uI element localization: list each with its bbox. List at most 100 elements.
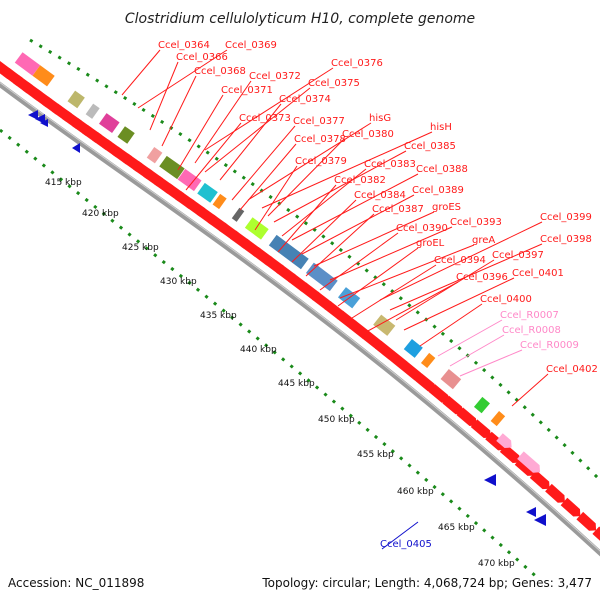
reverse-cds-arrow[interactable] (484, 474, 496, 486)
cog-block[interactable] (212, 193, 227, 210)
callout-line (177, 94, 224, 171)
cds-arrow[interactable] (324, 301, 345, 320)
gene-label[interactable]: Ccel_0379 (295, 156, 347, 167)
cds-arrow[interactable] (401, 361, 422, 381)
gene-label[interactable]: Ccel_0374 (279, 94, 331, 105)
cds-arrow[interactable] (388, 351, 409, 370)
cds-arrow[interactable] (414, 372, 436, 392)
cog-block[interactable] (117, 126, 135, 144)
gene-label[interactable]: Ccel_0383 (364, 159, 416, 170)
cog-block[interactable] (67, 90, 85, 109)
rna-feature[interactable] (517, 451, 541, 473)
cog-block[interactable] (99, 113, 120, 134)
gene-label[interactable]: Ccel_0385 (404, 141, 456, 152)
gene-label[interactable]: Ccel_0388 (416, 164, 468, 175)
cds-arrow[interactable] (592, 526, 600, 545)
cds-arrow[interactable] (576, 511, 597, 531)
gene-label[interactable]: Ccel_0394 (434, 255, 486, 266)
gene-label[interactable]: Ccel_0393 (450, 217, 502, 228)
gene-label[interactable]: Ccel_0401 (512, 268, 564, 279)
callout-line (339, 244, 475, 299)
gene-label[interactable]: Ccel_0399 (540, 212, 592, 223)
cog-block[interactable] (244, 217, 269, 240)
gene-label[interactable]: Ccel_R0009 (520, 340, 579, 351)
callout-line (381, 521, 419, 550)
cds-arrow[interactable] (456, 407, 477, 426)
scale-label: 455 kbp (357, 450, 394, 460)
gene-label[interactable]: Ccel_0371 (221, 85, 273, 96)
gene-label[interactable]: Ccel_0380 (342, 129, 394, 140)
gene-label[interactable]: greA (472, 235, 495, 246)
rna-feature[interactable] (496, 433, 512, 449)
gene-label[interactable]: Ccel_0397 (492, 250, 544, 261)
callout-line (329, 226, 453, 281)
reverse-cds-arrow[interactable] (534, 514, 546, 526)
cds-arrow[interactable] (375, 340, 396, 360)
gene-label[interactable]: hisG (369, 113, 391, 124)
gene-label[interactable]: groES (432, 202, 461, 213)
gene-label[interactable]: Ccel_0369 (225, 40, 277, 51)
gene-label[interactable]: Ccel_0366 (176, 52, 228, 63)
cds-arrow[interactable] (362, 330, 383, 349)
cog-block[interactable] (159, 155, 185, 180)
gene-label[interactable]: Ccel_0405 (380, 539, 432, 550)
cog-block[interactable] (490, 411, 506, 427)
cds-arrow[interactable] (560, 497, 581, 517)
callout-line (185, 122, 242, 191)
gene-label[interactable]: Ccel_0364 (158, 40, 210, 51)
gene-label[interactable]: Ccel_0387 (372, 204, 424, 215)
cds-arrow[interactable] (514, 457, 535, 476)
cds-arrow[interactable] (349, 320, 370, 339)
gene-label[interactable]: Ccel_0398 (540, 234, 592, 245)
gene-label[interactable]: Ccel_0377 (293, 116, 345, 127)
cds-arrow[interactable] (485, 431, 506, 451)
scale-label: 415 kbp (45, 178, 82, 188)
gene-label[interactable]: Ccel_0373 (239, 113, 291, 124)
cds-arrow[interactable] (529, 470, 550, 490)
callout-line (351, 264, 437, 319)
gene-label[interactable]: Ccel_0378 (294, 134, 346, 145)
cog-block[interactable] (14, 52, 41, 76)
cog-block[interactable] (440, 369, 462, 390)
gene-label[interactable]: Ccel_0372 (249, 71, 301, 82)
cog-block[interactable] (305, 262, 338, 292)
cog-block[interactable] (85, 103, 100, 119)
reverse-cds-arrow[interactable] (35, 114, 45, 124)
gene-label[interactable]: Ccel_0389 (412, 185, 464, 196)
reverse-cds-arrow[interactable] (526, 507, 536, 517)
gene-label[interactable]: Ccel_0368 (194, 66, 246, 77)
gene-label[interactable]: groEL (416, 238, 445, 249)
gene-label[interactable]: hisH (430, 122, 452, 133)
cds-arrow[interactable] (428, 384, 449, 403)
gene-label[interactable]: Ccel_0384 (354, 190, 406, 201)
gene-label[interactable]: Ccel_0402 (546, 364, 598, 375)
gene-label[interactable]: Ccel_0400 (480, 294, 532, 305)
gene-label[interactable]: Ccel_0396 (456, 272, 508, 283)
cog-block[interactable] (32, 65, 55, 87)
gene-label[interactable]: Ccel_0382 (334, 175, 386, 186)
cog-block[interactable] (177, 168, 202, 192)
gene-label[interactable]: Ccel_0375 (308, 78, 360, 89)
cds-arrow[interactable] (499, 444, 520, 463)
cds-arrow[interactable] (442, 395, 463, 415)
gene-label[interactable]: Ccel_0390 (396, 223, 448, 234)
gene-label[interactable]: Ccel_R0007 (500, 310, 559, 321)
cds-arrow[interactable] (470, 419, 491, 439)
cog-block[interactable] (403, 339, 423, 358)
cds-arrow[interactable] (545, 483, 565, 503)
cog-block[interactable] (473, 396, 490, 414)
reverse-cds-arrow[interactable] (72, 143, 80, 153)
gene-label[interactable]: Ccel_0376 (331, 58, 383, 69)
cog-block[interactable] (420, 352, 436, 369)
reverse-cds-arrow[interactable] (28, 110, 38, 120)
gene-label[interactable]: Ccel_R0008 (502, 325, 561, 336)
cog-block[interactable] (231, 207, 245, 222)
scale-label: 465 kbp (438, 523, 475, 533)
cog-block[interactable] (268, 234, 309, 270)
cog-block[interactable] (146, 146, 163, 164)
reverse-cds-arrow[interactable] (40, 119, 48, 127)
cog-block[interactable] (373, 314, 396, 336)
cds-arrow[interactable] (336, 310, 358, 330)
cog-block[interactable] (197, 182, 218, 203)
